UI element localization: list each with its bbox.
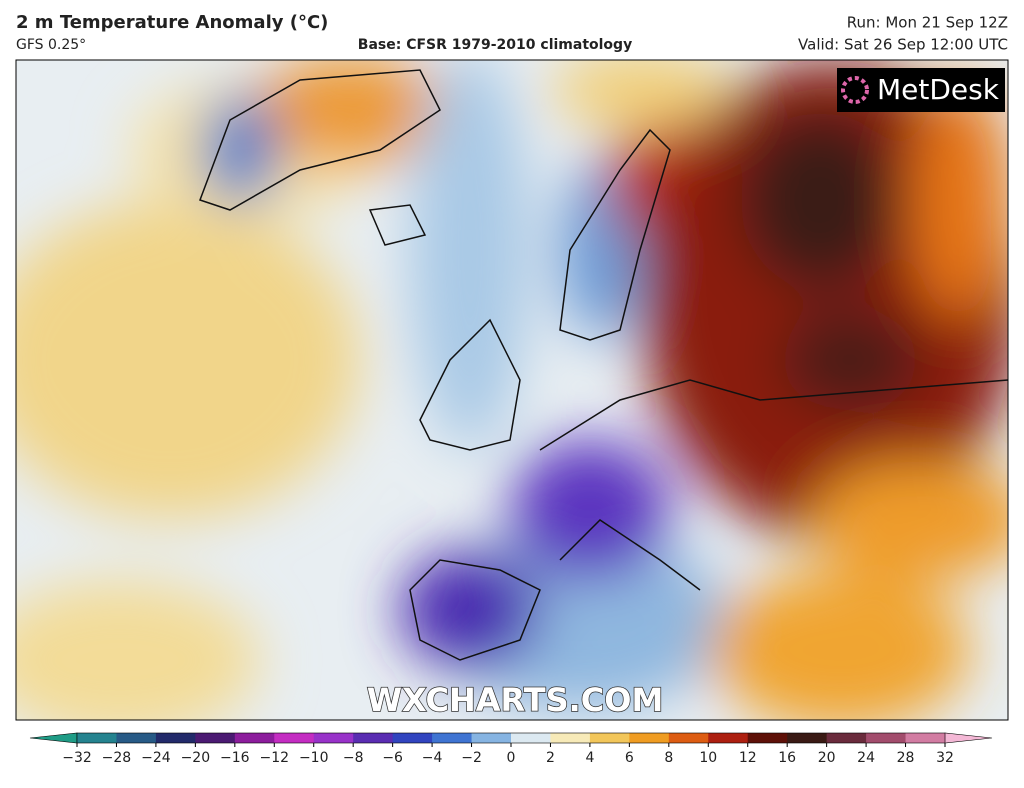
base: Base: CFSR 1979-2010 climatology [358, 37, 632, 53]
colorbar-segment [234, 733, 275, 743]
colorbar-tick-label: −20 [181, 750, 211, 766]
colorbar-segment [274, 733, 315, 743]
colorbar-tick-label: −8 [343, 750, 364, 766]
colorbar-segment [668, 733, 709, 743]
colorbar-segment [432, 733, 473, 743]
colorbar-segment [747, 733, 788, 743]
valid-time: Valid: Sat 26 Sep 12:00 UTC [798, 36, 1008, 54]
colorbar-segment [905, 733, 946, 743]
colorbar-segment [589, 733, 630, 743]
colorbar-segment [195, 733, 236, 743]
colorbar-segment [866, 733, 907, 743]
colorbar-segment [550, 733, 591, 743]
colorbar-tick-label: 8 [664, 750, 673, 766]
colorbar-tick-label: −10 [299, 750, 329, 766]
colorbar-tick-label: 28 [897, 750, 915, 766]
run-time: Run: Mon 21 Sep 12Z [847, 14, 1008, 32]
colorbar-segment [708, 733, 749, 743]
colorbar-tick-label: −4 [422, 750, 443, 766]
colorbar-segment [116, 733, 157, 743]
colorbar: −32 −28 −24 −20 −16 −12 −10 −8 −6 −4 −2 0 2 4 6 8 10 12 16… [29, 732, 993, 766]
colorbar-segment [629, 733, 670, 743]
colorbar-tick-label: −16 [220, 750, 250, 766]
colorbar-tick-label: 12 [739, 750, 757, 766]
colorbar-over [944, 732, 993, 744]
colorbar-segment [787, 733, 828, 743]
colorbar-tick-label: −2 [461, 750, 482, 766]
colorbar-tick-label: −12 [259, 750, 289, 766]
colorbar-segment [77, 733, 117, 743]
colorbar-tick-label: 2 [546, 750, 555, 766]
colorbar-segment [155, 733, 196, 743]
title: 2 m Temperature Anomaly (°C) [16, 12, 328, 33]
colorbar-under [29, 732, 78, 744]
colorbar-tick-label: 16 [778, 750, 796, 766]
colorbar-tick-label: 32 [936, 750, 954, 766]
colorbar-tick-label: 6 [625, 750, 634, 766]
colorbar-segment [392, 733, 433, 743]
colorbar-tick-label: 20 [818, 750, 836, 766]
colorbar-segment [471, 733, 512, 743]
colorbar-tick-label: 24 [857, 750, 875, 766]
model: GFS 0.25° [16, 37, 86, 53]
colorbar-segment [353, 733, 394, 743]
map: MetDesk WXCHARTS.COM [16, 60, 1008, 720]
colorbar-tick-label: −32 [62, 750, 92, 766]
logo: MetDesk [877, 73, 1000, 106]
colorbar-segment [826, 733, 867, 743]
colorbar-tick-label: 4 [585, 750, 594, 766]
colorbar-tick-label: −6 [382, 750, 403, 766]
map-frame [15, 59, 1009, 721]
colorbar-tick-label: 0 [507, 750, 516, 766]
watermark: WXCHARTS.COM [367, 681, 664, 719]
colorbar-tick-label: 10 [699, 750, 717, 766]
colorbar-tick-label: −24 [141, 750, 171, 766]
colorbar-tick-label: −28 [102, 750, 132, 766]
colorbar-segment [511, 733, 551, 743]
colorbar-segment [313, 733, 354, 743]
